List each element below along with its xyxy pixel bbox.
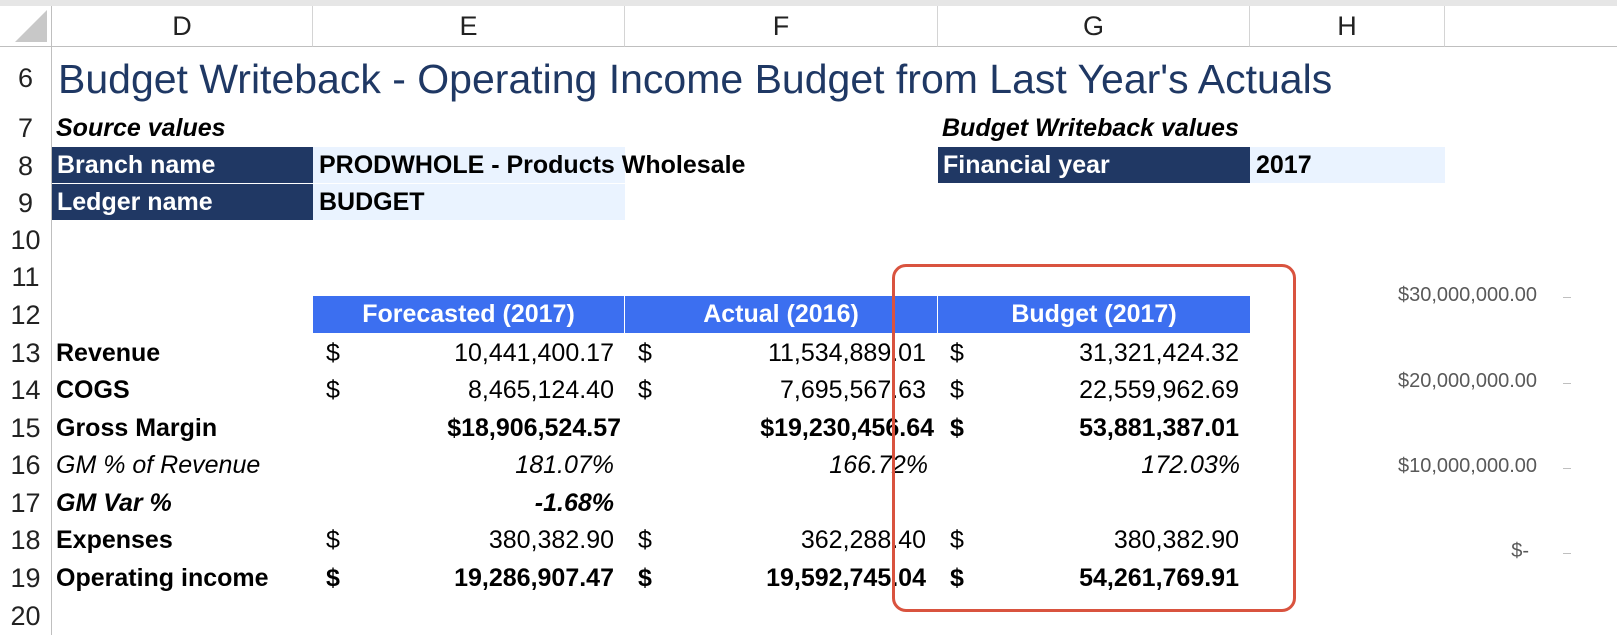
currency-symbol: $ — [950, 338, 964, 367]
row-label-gm-var[interactable]: GM Var % — [56, 488, 172, 517]
chart-axis-tick — [1563, 468, 1571, 469]
chart-axis-tick — [1563, 383, 1571, 384]
chart-axis-label: $20,000,000.00 — [1397, 370, 1537, 392]
operating-income-forecast[interactable]: 19,286,907.47 — [454, 563, 614, 592]
row-header-7[interactable]: 7 — [0, 109, 52, 147]
row-header-17[interactable]: 17 — [0, 484, 52, 522]
header-budget[interactable]: Budget (2017) — [938, 296, 1250, 333]
row-header-12[interactable]: 12 — [0, 296, 52, 334]
ledger-name-value[interactable]: BUDGET — [313, 184, 625, 220]
gm-var-forecast[interactable]: -1.68% — [534, 488, 614, 517]
financial-year-value[interactable]: 2017 — [1250, 147, 1445, 183]
row-header-9[interactable]: 9 — [0, 184, 52, 222]
row-label-operating-income[interactable]: Operating income — [56, 563, 269, 592]
revenue-actual[interactable]: 11,534,889.01 — [767, 338, 926, 367]
currency-symbol: $ — [950, 375, 964, 404]
writeback-values-heading[interactable]: Budget Writeback values — [942, 113, 1239, 142]
gm-percent-actual[interactable]: 166.72% — [829, 450, 928, 479]
cogs-actual[interactable]: 7,695,567.63 — [780, 375, 926, 404]
gm-percent-budget[interactable]: 172.03% — [1141, 450, 1240, 479]
revenue-budget[interactable]: 31,321,424.32 — [1079, 338, 1239, 367]
row-label-cogs[interactable]: COGS — [56, 375, 130, 404]
chart-axis-tick — [1563, 553, 1571, 554]
row-header-20[interactable]: 20 — [0, 597, 52, 635]
row-label-expenses[interactable]: Expenses — [56, 525, 173, 554]
row-label-revenue[interactable]: Revenue — [56, 338, 161, 367]
operating-income-actual[interactable]: 19,592,745.04 — [766, 563, 926, 592]
currency-symbol: $ — [638, 375, 652, 404]
row-header-14[interactable]: 14 — [0, 371, 52, 409]
chart-axis-tick — [1563, 297, 1571, 298]
header-actual[interactable]: Actual (2016) — [625, 296, 938, 333]
column-header-d[interactable]: D — [52, 6, 313, 47]
branch-name-value[interactable]: PRODWHOLE - Products Wholesale — [313, 147, 745, 183]
financial-year-label[interactable]: Financial year — [938, 147, 1250, 183]
row-header-16[interactable]: 16 — [0, 446, 52, 484]
row-header-11[interactable]: 11 — [0, 258, 52, 296]
currency-symbol: $ — [950, 413, 964, 442]
column-header-g[interactable]: G — [938, 6, 1250, 47]
ledger-name-label[interactable]: Ledger name — [52, 184, 313, 220]
gm-percent-forecast[interactable]: 181.07% — [515, 450, 614, 479]
row-label-gross-margin[interactable]: Gross Margin — [56, 413, 218, 442]
column-header-i[interactable] — [1445, 6, 1617, 47]
row-header-19[interactable]: 19 — [0, 559, 52, 597]
expenses-forecast[interactable]: 380,382.90 — [488, 525, 614, 554]
select-all-corner[interactable] — [0, 6, 52, 47]
currency-symbol: $ — [326, 525, 340, 554]
currency-symbol: $ — [950, 525, 964, 554]
gross-margin-budget[interactable]: 53,881,387.01 — [1079, 413, 1239, 442]
currency-symbol: $ — [326, 338, 340, 367]
row-header-6[interactable]: 6 — [0, 47, 52, 109]
currency-symbol: $ — [326, 375, 340, 404]
gross-margin-actual[interactable]: $19,230,456.64 — [760, 413, 934, 442]
header-forecasted[interactable]: Forecasted (2017) — [313, 296, 625, 333]
row-header-8[interactable]: 8 — [0, 147, 52, 185]
cogs-forecast[interactable]: 8,465,124.40 — [468, 375, 614, 404]
revenue-forecast[interactable]: 10,441,400.17 — [454, 338, 614, 367]
row-header-18[interactable]: 18 — [0, 521, 52, 559]
gross-margin-forecast[interactable]: $18,906,524.57 — [447, 413, 621, 442]
chart-axis-label: $10,000,000.00 — [1397, 455, 1537, 477]
column-header-f[interactable]: F — [625, 6, 938, 47]
expenses-actual[interactable]: 362,288.40 — [800, 525, 926, 554]
currency-symbol: $ — [950, 563, 964, 592]
chart-axis-label: $- — [1511, 540, 1529, 562]
column-header-h[interactable]: H — [1250, 6, 1445, 47]
branch-name-label[interactable]: Branch name — [52, 147, 313, 183]
ribbon-edge — [0, 0, 1617, 6]
expenses-budget[interactable]: 380,382.90 — [1113, 525, 1239, 554]
column-header-e[interactable]: E — [313, 6, 625, 47]
currency-symbol: $ — [638, 338, 652, 367]
currency-symbol: $ — [638, 525, 652, 554]
operating-income-budget[interactable]: 54,261,769.91 — [1079, 563, 1239, 592]
row-header-10[interactable]: 10 — [0, 221, 52, 259]
row-header-13[interactable]: 13 — [0, 334, 52, 372]
cogs-budget[interactable]: 22,559,962.69 — [1079, 375, 1239, 404]
currency-symbol: $ — [326, 563, 340, 592]
sheet-title[interactable]: Budget Writeback - Operating Income Budg… — [58, 55, 1333, 102]
chart-axis-label: $30,000,000.00 — [1397, 284, 1537, 306]
source-values-heading[interactable]: Source values — [56, 113, 226, 142]
row-label-gm-percent[interactable]: GM % of Revenue — [56, 450, 261, 479]
row-header-15[interactable]: 15 — [0, 409, 52, 447]
currency-symbol: $ — [638, 563, 652, 592]
